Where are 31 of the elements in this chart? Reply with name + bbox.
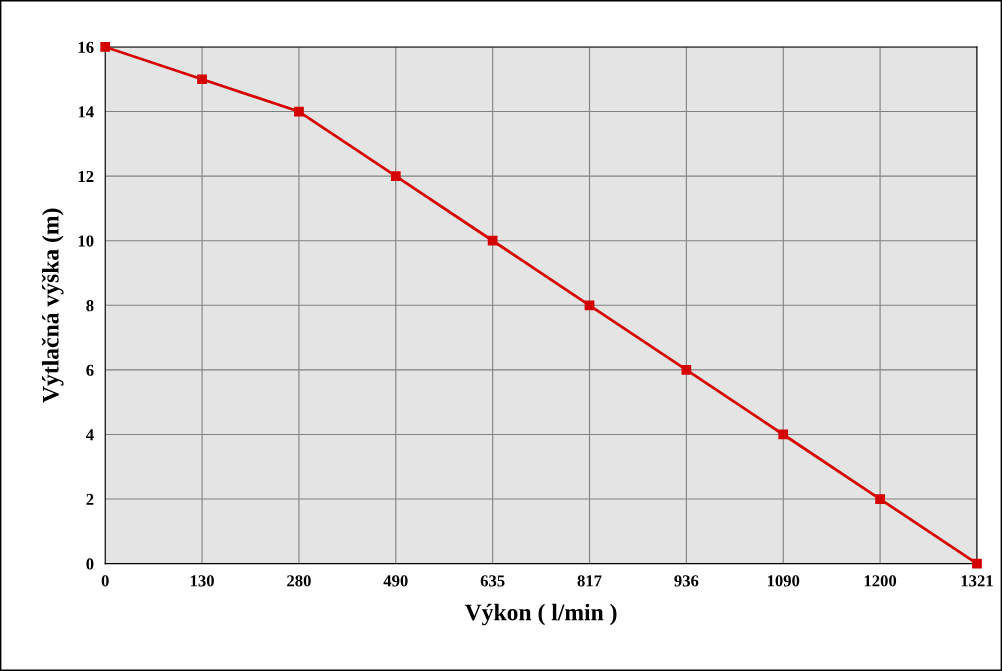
point xyxy=(100,42,111,52)
point xyxy=(390,171,401,181)
point xyxy=(875,494,885,504)
point xyxy=(487,235,498,246)
x-tick-label: 817 xyxy=(577,575,602,587)
point xyxy=(972,558,982,569)
y-tick-label: 6 xyxy=(86,364,94,376)
y-tick-label: 0 xyxy=(86,558,94,570)
point xyxy=(294,106,304,117)
x-tick-label: 635 xyxy=(480,575,505,587)
x-tick-label: 1090 xyxy=(767,575,800,587)
x-tick-label: 280 xyxy=(287,575,311,587)
y-tick-label: 16 xyxy=(78,41,94,53)
x-axis-title: Výkon ( l/min ) xyxy=(464,603,617,626)
y-tick-label: 8 xyxy=(86,300,94,312)
y-tick-label: 14 xyxy=(78,106,94,118)
x-tick-label: 490 xyxy=(383,575,408,587)
y-tick-label: 2 xyxy=(86,493,94,505)
y-tick-label: 12 xyxy=(78,170,94,182)
x-tick-label: 130 xyxy=(190,575,214,587)
y-axis-title: Výtlačná výška (m) xyxy=(41,208,64,403)
point xyxy=(778,429,789,440)
x-tick-label: 1200 xyxy=(864,575,897,587)
point xyxy=(584,300,595,311)
x-tick-label: 1321 xyxy=(961,575,993,587)
point xyxy=(681,365,692,375)
x-tick-label: 0 xyxy=(101,575,109,587)
point xyxy=(197,74,207,85)
y-tick-label: 4 xyxy=(85,429,94,441)
x-tick-label: 936 xyxy=(674,575,699,587)
y-tick-label: 10 xyxy=(78,235,94,247)
